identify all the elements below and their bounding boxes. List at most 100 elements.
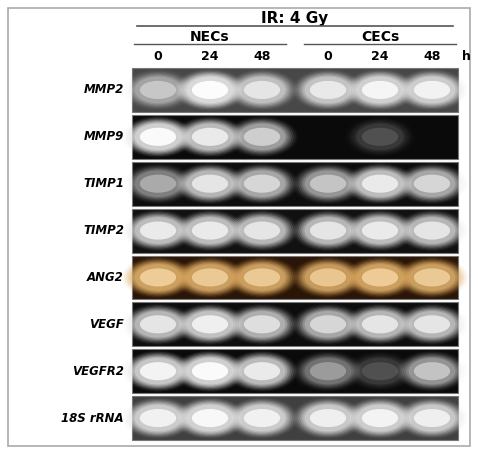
Ellipse shape (124, 399, 192, 437)
Text: 24: 24 (201, 50, 219, 63)
Ellipse shape (234, 168, 290, 199)
Ellipse shape (132, 357, 184, 386)
Ellipse shape (178, 119, 242, 155)
Ellipse shape (300, 402, 356, 434)
Ellipse shape (132, 404, 184, 433)
Ellipse shape (174, 257, 246, 298)
Ellipse shape (228, 211, 296, 250)
Ellipse shape (134, 217, 182, 244)
Ellipse shape (176, 305, 244, 344)
Ellipse shape (244, 81, 280, 99)
Ellipse shape (239, 264, 285, 291)
Ellipse shape (226, 257, 298, 298)
Ellipse shape (292, 257, 364, 298)
Ellipse shape (192, 362, 228, 380)
Ellipse shape (402, 260, 462, 294)
Ellipse shape (237, 404, 288, 433)
Ellipse shape (126, 166, 190, 202)
Ellipse shape (239, 311, 285, 337)
Ellipse shape (174, 304, 246, 345)
Ellipse shape (398, 305, 466, 344)
Ellipse shape (185, 216, 236, 245)
Ellipse shape (296, 166, 360, 202)
Bar (132, 68, 458, 112)
Text: 48: 48 (253, 50, 271, 63)
Ellipse shape (354, 169, 406, 198)
Ellipse shape (362, 409, 398, 427)
Ellipse shape (186, 170, 233, 197)
Ellipse shape (180, 73, 240, 107)
Ellipse shape (134, 77, 182, 103)
Ellipse shape (176, 258, 244, 297)
Ellipse shape (239, 358, 285, 385)
Ellipse shape (406, 404, 457, 433)
Ellipse shape (232, 167, 292, 201)
Ellipse shape (134, 264, 182, 291)
Ellipse shape (130, 74, 186, 106)
Ellipse shape (234, 262, 290, 293)
Ellipse shape (298, 354, 358, 388)
Ellipse shape (237, 216, 288, 245)
Ellipse shape (126, 212, 190, 249)
Ellipse shape (226, 398, 298, 439)
Bar (132, 115, 458, 159)
Ellipse shape (182, 356, 238, 387)
Ellipse shape (402, 354, 462, 388)
Ellipse shape (192, 409, 228, 427)
Ellipse shape (122, 398, 194, 439)
Ellipse shape (362, 175, 398, 193)
Ellipse shape (239, 217, 285, 244)
Ellipse shape (350, 308, 410, 341)
Ellipse shape (180, 260, 240, 294)
Ellipse shape (234, 74, 290, 106)
Ellipse shape (186, 124, 233, 150)
Ellipse shape (182, 215, 238, 246)
Ellipse shape (350, 214, 410, 247)
Ellipse shape (296, 259, 360, 295)
Ellipse shape (176, 71, 244, 109)
Ellipse shape (414, 268, 450, 286)
Ellipse shape (228, 305, 296, 344)
Ellipse shape (352, 262, 408, 293)
Ellipse shape (400, 166, 464, 202)
Text: 0: 0 (153, 50, 163, 63)
Ellipse shape (346, 211, 414, 250)
Ellipse shape (304, 170, 351, 197)
Ellipse shape (180, 401, 240, 435)
Ellipse shape (128, 73, 188, 107)
Ellipse shape (400, 212, 464, 249)
Ellipse shape (230, 259, 294, 295)
Ellipse shape (346, 71, 414, 109)
Ellipse shape (182, 168, 238, 199)
Text: MMP9: MMP9 (84, 130, 124, 143)
Ellipse shape (400, 400, 464, 436)
Ellipse shape (310, 315, 346, 333)
Ellipse shape (239, 170, 285, 197)
Ellipse shape (404, 215, 460, 246)
Ellipse shape (132, 216, 184, 245)
Bar (132, 349, 458, 393)
Ellipse shape (140, 175, 176, 193)
Text: NECs: NECs (190, 30, 230, 44)
Ellipse shape (128, 167, 188, 201)
Ellipse shape (132, 310, 184, 339)
Ellipse shape (244, 128, 280, 146)
Ellipse shape (230, 166, 294, 202)
Ellipse shape (362, 128, 398, 146)
Ellipse shape (348, 400, 412, 436)
Ellipse shape (398, 211, 466, 250)
Ellipse shape (134, 170, 182, 197)
Ellipse shape (354, 404, 406, 433)
Ellipse shape (174, 351, 246, 392)
Ellipse shape (237, 357, 288, 386)
Ellipse shape (140, 128, 176, 146)
Ellipse shape (130, 168, 186, 199)
Ellipse shape (192, 128, 228, 146)
Ellipse shape (304, 217, 351, 244)
Ellipse shape (344, 69, 416, 111)
Ellipse shape (140, 315, 176, 333)
Ellipse shape (186, 405, 233, 431)
Bar (132, 396, 458, 440)
Ellipse shape (234, 215, 290, 246)
Ellipse shape (294, 71, 362, 109)
